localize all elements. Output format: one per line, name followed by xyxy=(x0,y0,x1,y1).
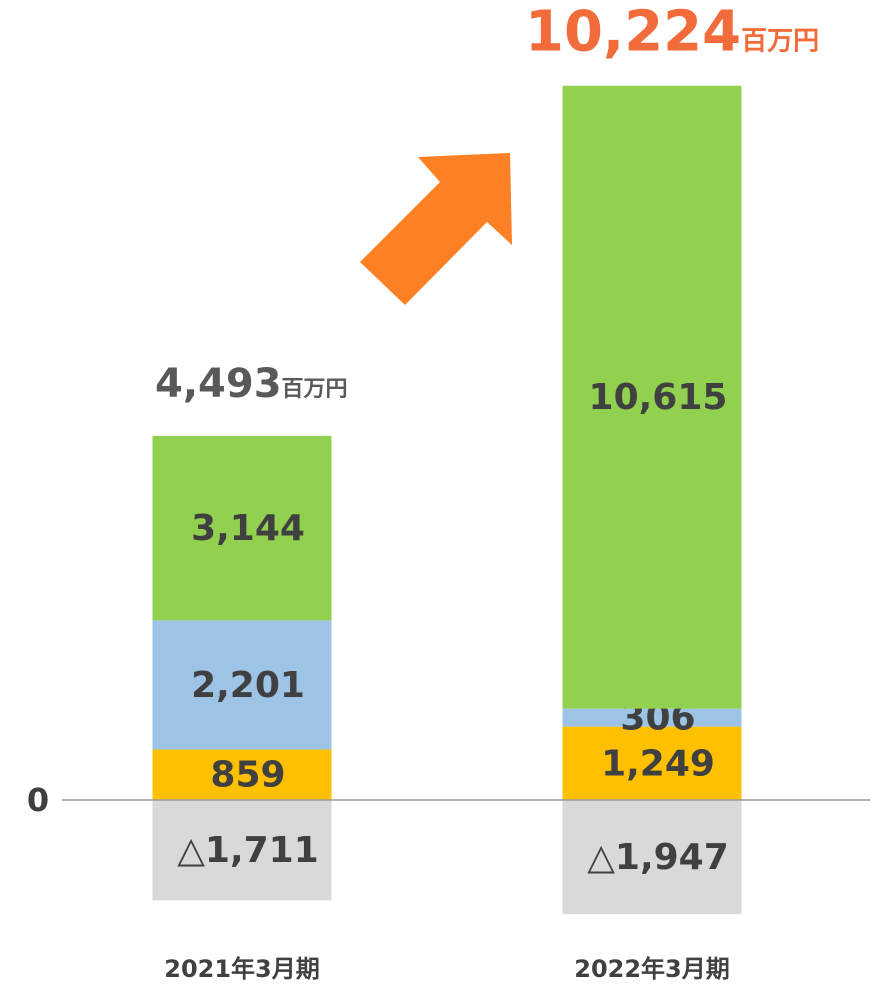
value-label: △1,947 xyxy=(587,837,729,878)
x-tick-label: 2022年3月期 xyxy=(574,955,730,983)
bar-segment xyxy=(562,85,742,709)
bar-segment xyxy=(152,799,332,901)
total-value: 4,493 xyxy=(155,361,282,407)
value-label: 859 xyxy=(210,755,285,796)
total-unit: 百万円 xyxy=(282,377,348,402)
value-label: 10,615 xyxy=(589,377,728,418)
total-unit: 百万円 xyxy=(741,26,819,56)
value-label: 1,249 xyxy=(601,743,715,784)
bar-segment xyxy=(562,708,742,727)
total-label: 4,493百万円 xyxy=(155,361,348,407)
value-label: 2,201 xyxy=(191,665,305,706)
bar-segment xyxy=(152,435,332,621)
bar-segment xyxy=(152,620,332,750)
x-tick-label: 2021年3月期 xyxy=(164,955,320,983)
value-label: 3,144 xyxy=(191,508,305,549)
total-label: 10,224百万円 xyxy=(525,0,819,65)
bar-segment xyxy=(152,749,332,800)
total-value: 10,224 xyxy=(525,0,741,65)
value-label: △1,711 xyxy=(177,830,319,871)
growth-arrow xyxy=(360,153,512,305)
bar-segment xyxy=(562,799,742,915)
y-tick-label: 0 xyxy=(27,781,49,819)
bar-segment xyxy=(562,726,742,800)
